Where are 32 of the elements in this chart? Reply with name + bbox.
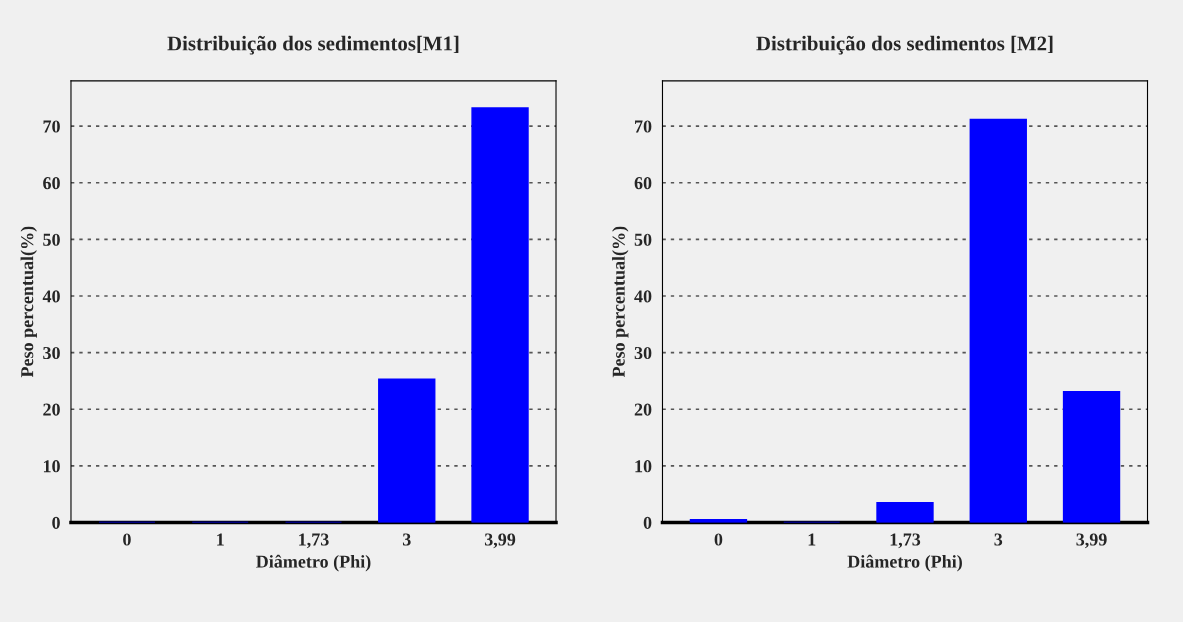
y-tick-label: 0 [52, 516, 60, 529]
x-tick-label: 3,99 [1076, 533, 1107, 549]
y-tick-label: 20 [43, 403, 60, 416]
x-tick-label: 0 [714, 533, 723, 546]
x-tick-label: 0 [123, 533, 131, 546]
y-tick-label: 50 [634, 233, 652, 246]
y-tick-label: 20 [634, 403, 652, 416]
x-tick-label: 1 [217, 533, 224, 546]
y-tick-label: 70 [43, 120, 60, 133]
y-axis-title: Peso percentual(%) [20, 226, 37, 378]
x-tick-label: 3 [402, 533, 411, 546]
y-tick-label: 10 [635, 460, 652, 473]
x-axis-title: Diâmetro (Phi) [847, 554, 962, 572]
y-tick-label: 60 [634, 177, 652, 190]
y-tick-label: 60 [43, 177, 60, 190]
chart-title: Distribuição dos sedimentos[M1] [167, 35, 459, 55]
x-tick-label: 3 [994, 533, 1003, 546]
y-tick-label: 0 [643, 516, 652, 529]
x-tick-label: 1 [808, 533, 816, 546]
x-tick-label: 1,73 [299, 533, 329, 549]
y-tick-label: 30 [43, 346, 60, 360]
x-axis-title: Diâmetro (Phi) [256, 554, 371, 572]
y-tick-label: 40 [42, 290, 60, 303]
chart-title: Distribuição dos sedimentos [M2] [756, 35, 1053, 55]
y-axis-title: Peso percentual(%) [612, 226, 629, 378]
x-tick-label: 3,99 [484, 533, 516, 549]
y-tick-label: 10 [43, 460, 60, 473]
x-tick-label: 1,73 [890, 533, 921, 549]
y-tick-label: 30 [634, 346, 652, 360]
y-tick-label: 40 [634, 290, 652, 303]
y-tick-label: 50 [43, 233, 60, 246]
y-tick-label: 70 [635, 120, 652, 133]
